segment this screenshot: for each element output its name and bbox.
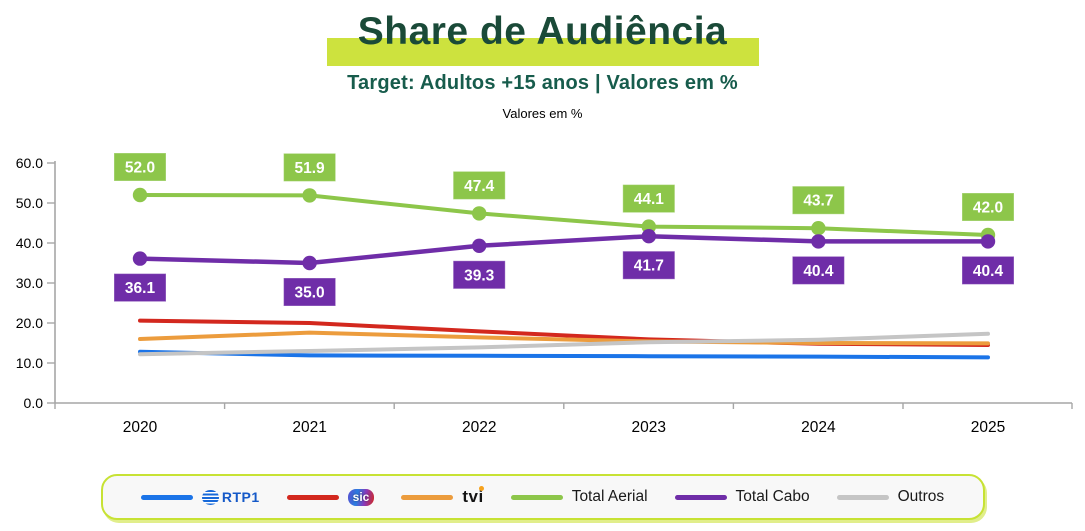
legend-label-outros: Outros: [897, 488, 945, 505]
data-label-cabo: 39.3: [464, 267, 495, 284]
x-axis-label: 2020: [123, 419, 158, 436]
data-label-box-cabo: [961, 255, 1015, 285]
legend-item-tvi: tvi: [401, 486, 485, 507]
data-label-box-cabo: [452, 260, 506, 290]
rtp1-globe-icon: [201, 489, 219, 505]
data-label-cabo: 36.1: [125, 280, 156, 297]
legend-label-total-cabo: Total Cabo: [735, 488, 810, 505]
legend-item-rtp1: RTP1: [140, 489, 260, 505]
data-label-box-aerial: [791, 185, 845, 215]
data-point-cabo: [980, 234, 996, 249]
y-tick-label: 30.0: [16, 275, 43, 291]
data-point-cabo: [641, 229, 656, 244]
page-title: Share de Audiência: [357, 10, 728, 53]
subtitle: Target: Adultos +15 anos | Valores em %: [347, 72, 738, 94]
rtp1-logo-text: RTP1: [221, 489, 260, 505]
data-label-cabo: 41.7: [634, 258, 664, 275]
legend-swatch-outros: [836, 494, 889, 500]
data-label-box-cabo: [113, 273, 167, 303]
data-label-cabo: 40.4: [973, 263, 1004, 280]
data-point-cabo: [811, 234, 826, 249]
title-highlight-bar: [326, 38, 759, 66]
data-label-cabo: 40.4: [803, 263, 834, 280]
audience-share-line-chart: 60.0 50.0 40.0 30.0 20.0 10.0 0.0 2020 2021 2022 2…: [16, 152, 1073, 436]
data-label-aerial: 52.0: [125, 160, 155, 177]
y-tick-label: 60.0: [16, 155, 43, 171]
data-point-cabo: [472, 238, 487, 253]
legend-item-total-cabo: Total Cabo: [674, 488, 810, 506]
data-label-box-aerial: [961, 192, 1015, 222]
legend-swatch-tvi: [401, 494, 454, 500]
data-label-box-cabo: [283, 277, 337, 307]
data-point-aerial: [132, 187, 148, 203]
data-label-box-aerial: [113, 152, 167, 182]
data-label-aerial: 42.0: [973, 200, 1003, 217]
data-point-cabo: [132, 251, 148, 266]
series-line-aerial: [138, 193, 990, 237]
report-header: Share de Audiência Target: Adultos +15 a…: [0, 0, 1085, 121]
data-label-aerial: 47.4: [464, 178, 495, 195]
y-tick-label: 50.0: [16, 195, 43, 211]
y-tick-label: 0.0: [24, 395, 44, 411]
legend-label-total-aerial: Total Aerial: [571, 488, 648, 505]
legend-swatch-total-cabo: [674, 494, 727, 500]
data-label-cabo: 35.0: [295, 285, 325, 302]
x-axis-label: 2024: [801, 419, 836, 436]
data-label-aerial: 51.9: [295, 160, 326, 177]
data-label-box-aerial: [283, 152, 337, 182]
legend-swatch-sic: [286, 494, 339, 500]
legend-item-outros: Outros: [836, 488, 945, 506]
data-label-box-aerial: [622, 184, 676, 214]
chart-title: Valores em %: [502, 106, 583, 121]
data-label-box-cabo: [791, 255, 845, 285]
data-point-aerial: [302, 188, 317, 203]
series-line-cabo: [137, 233, 991, 266]
data-label-aerial: 43.7: [803, 193, 833, 210]
data-point-aerial: [472, 206, 487, 221]
data-point-cabo: [302, 255, 317, 271]
x-axis-label: 2025: [971, 419, 1005, 436]
series-line-outros: [138, 331, 990, 357]
tvi-logo: tvi: [462, 486, 485, 506]
x-axis-label: 2021: [292, 419, 326, 436]
y-tick-label: 10.0: [16, 355, 43, 371]
y-tick-label: 40.0: [16, 235, 43, 251]
sic-logo: sic: [347, 488, 375, 506]
data-label-box-cabo: [622, 250, 676, 280]
x-axis-label: 2023: [632, 419, 666, 436]
series-line-tvi: [138, 330, 990, 346]
chart-legend: RTP1 sic tvi Total Aerial Total Cabo Out…: [100, 474, 985, 520]
y-tick-label: 20.0: [16, 315, 43, 331]
series-line-rtp1: [138, 349, 990, 360]
legend-swatch-total-aerial: [510, 494, 563, 500]
data-point-aerial: [811, 221, 826, 236]
legend-item-total-aerial: Total Aerial: [510, 488, 648, 506]
rtp1-logo: RTP1: [201, 489, 260, 505]
data-label-box-aerial: [452, 170, 506, 200]
data-label-aerial: 44.1: [634, 191, 665, 208]
title-block: Share de Audiência: [0, 8, 1085, 66]
x-axis-label: 2022: [462, 419, 496, 436]
legend-item-sic: sic: [286, 488, 375, 506]
legend-swatch-rtp1: [140, 494, 193, 500]
